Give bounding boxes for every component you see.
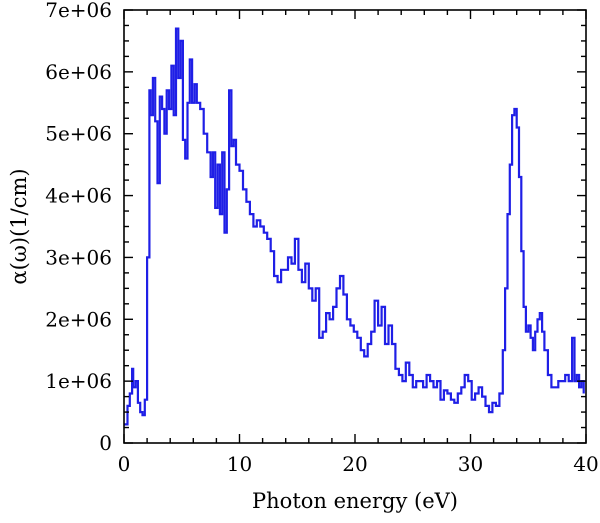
x-tick-label: 20	[342, 452, 367, 476]
plot-frame	[123, 9, 587, 444]
x-tick-label: 0	[118, 452, 131, 476]
y-tick-label: 0	[99, 431, 112, 455]
y-tick-label: 5e+06	[45, 122, 112, 146]
series-line-0	[124, 27, 585, 426]
x-axis-label: Photon energy (eV)	[252, 489, 458, 513]
plot-area	[124, 27, 585, 426]
x-tick-label: 40	[573, 452, 598, 476]
y-tick-label: 3e+06	[45, 245, 112, 269]
y-tick-label: 7e+06	[45, 0, 112, 22]
y-tick-label: 4e+06	[45, 184, 112, 208]
y-tick-label: 6e+06	[45, 60, 112, 84]
y-tick-label: 1e+06	[45, 369, 112, 393]
y-tick-label: 2e+06	[45, 307, 112, 331]
x-tick-label: 10	[227, 452, 252, 476]
axes: 0 10 20 30 40 0 1e+06 2e+06 3e+06 4e+06 5e+06 6e+06…	[45, 0, 599, 476]
x-tick-label: 30	[458, 452, 483, 476]
y-axis-label: α(ω)(1/cm)	[7, 168, 31, 284]
